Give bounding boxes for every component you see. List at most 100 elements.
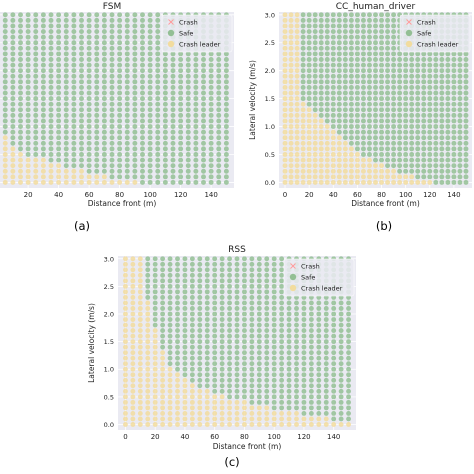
safe-point: [152, 261, 158, 267]
safe-point: [56, 12, 62, 18]
safe-point: [132, 163, 138, 169]
safe-point: [354, 23, 360, 29]
crash-leader-point: [123, 300, 128, 306]
safe-point: [140, 112, 145, 118]
safe-point: [451, 84, 457, 90]
crash-leader-point: [294, 57, 300, 62]
safe-point: [256, 294, 262, 300]
crash-leader-point: [306, 179, 312, 185]
safe-point: [271, 339, 277, 345]
safe-point: [170, 96, 176, 102]
safe-point: [175, 339, 180, 345]
safe-point: [48, 84, 54, 90]
crash-leader-point: [403, 179, 409, 185]
safe-point: [445, 118, 451, 124]
safe-point: [204, 283, 210, 289]
crash-leader-point: [145, 366, 151, 372]
safe-point: [373, 29, 378, 35]
safe-point: [175, 328, 180, 334]
safe-point: [162, 101, 168, 107]
safe-point: [403, 140, 409, 146]
safe-point: [409, 168, 415, 174]
crash-leader-point: [294, 101, 300, 107]
safe-point: [391, 135, 397, 141]
safe-point: [204, 306, 210, 311]
safe-point: [101, 73, 107, 79]
safe-point: [421, 152, 427, 157]
safe-point: [201, 62, 206, 68]
safe-point: [86, 96, 92, 102]
safe-point: [373, 45, 378, 51]
crash-leader-point: [385, 174, 391, 180]
safe-point: [323, 388, 329, 394]
safe-point: [94, 112, 100, 118]
safe-point: [271, 267, 277, 273]
safe-point: [167, 328, 173, 334]
safe-point: [155, 23, 161, 29]
safe-point: [155, 73, 161, 79]
safe-point: [71, 163, 77, 169]
safe-point: [324, 51, 330, 57]
crash-leader-point: [212, 410, 218, 416]
safe-point: [132, 17, 138, 23]
crash-leader-point: [379, 174, 384, 180]
safe-point: [308, 306, 314, 311]
crash-leader-point: [137, 300, 143, 306]
safe-point: [306, 45, 312, 51]
safe-point: [354, 29, 360, 35]
safe-point: [109, 29, 115, 35]
safe-point: [33, 51, 39, 57]
safe-point: [415, 90, 421, 96]
safe-point: [18, 146, 23, 152]
x-tick-label: 0: [283, 191, 287, 199]
safe-point: [463, 129, 469, 135]
safe-point: [338, 344, 344, 350]
safe-point: [18, 17, 23, 23]
safe-point: [445, 79, 451, 85]
safe-point: [360, 124, 366, 129]
safe-point: [2, 12, 8, 18]
crash-leader-point: [234, 416, 240, 422]
crash-leader-point: [300, 168, 306, 174]
safe-point: [189, 256, 195, 262]
safe-point: [189, 344, 195, 350]
safe-point: [124, 118, 130, 124]
safe-point: [33, 146, 39, 152]
safe-point: [433, 174, 439, 180]
safe-point: [109, 23, 115, 29]
safe-point: [223, 135, 229, 141]
safe-point: [63, 163, 69, 169]
safe-point: [167, 278, 173, 284]
crash-leader-point: [160, 416, 166, 422]
safe-point: [162, 135, 168, 141]
safe-point: [439, 68, 445, 74]
safe-point: [379, 107, 384, 113]
safe-point: [124, 84, 130, 90]
safe-point: [197, 267, 203, 273]
safe-point: [451, 179, 457, 185]
safe-point: [338, 410, 344, 416]
safe-point: [160, 317, 166, 322]
safe-point: [403, 112, 409, 118]
safe-point: [189, 294, 195, 300]
crash-leader-point: [338, 422, 344, 427]
safe-point: [227, 267, 232, 273]
safe-point: [312, 29, 318, 35]
safe-point: [193, 129, 199, 135]
crash-leader-point: [306, 146, 312, 152]
safe-point: [336, 112, 342, 118]
safe-point: [403, 68, 409, 74]
safe-point: [457, 152, 463, 157]
safe-point: [117, 12, 123, 18]
safe-point: [162, 152, 168, 157]
safe-point: [185, 163, 191, 169]
safe-point: [433, 163, 439, 169]
safe-point: [117, 112, 123, 118]
safe-point: [162, 62, 168, 68]
safe-point: [294, 306, 299, 311]
safe-point: [234, 294, 240, 300]
crash-leader-point: [212, 422, 218, 427]
crash-leader-point: [71, 174, 77, 180]
safe-point: [94, 84, 100, 90]
safe-point: [308, 350, 314, 356]
